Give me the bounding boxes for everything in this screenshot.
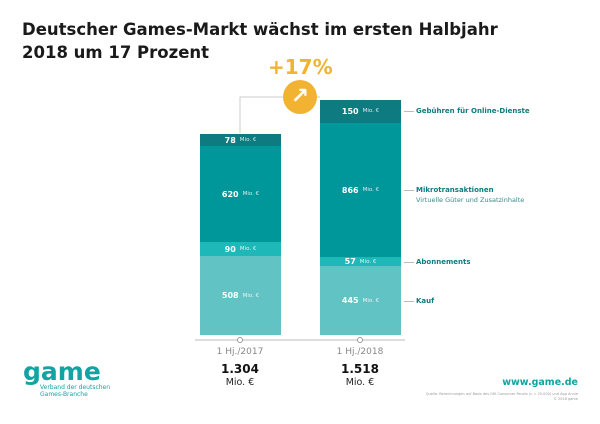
legend-kauf: Kauf — [416, 297, 434, 305]
data-label: 90 — [224, 244, 236, 254]
growth-label: +17% — [268, 55, 333, 79]
bar-segment-abonnements: 57 Mio. € — [320, 257, 401, 266]
legend-tick — [404, 300, 414, 302]
x-label-2018: 1 Hj./2018 — [336, 347, 384, 357]
data-label-unit: Mio. € — [362, 108, 380, 115]
bar-segment-geb-hren-f-r-online-dienste: 150 Mio. € — [320, 99, 401, 123]
data-label: 445 — [341, 296, 359, 305]
arrow-up-right-icon: ↗ — [283, 80, 317, 114]
legend-tick — [404, 111, 414, 113]
bar-segment-mikrotransaktionen: 620 Mio. € — [200, 146, 281, 243]
logo-subtitle: Verband der deutschen — [40, 384, 111, 391]
data-label: 78 — [224, 135, 236, 145]
total-unit-2017: Mio. € — [225, 377, 255, 388]
data-label: 150 — [341, 106, 359, 116]
legend-label: Gebühren für Online-Dienste — [416, 107, 530, 116]
legend-sublabel: Virtuelle Güter und Zusatzinhalte — [416, 196, 525, 205]
website-link[interactable]: www.game.de — [502, 377, 578, 388]
bar-segment-geb-hren-f-r-online-dienste: 78 Mio. € — [200, 134, 281, 147]
data-label-unit: Mio. € — [362, 297, 380, 304]
total-unit-2018: Mio. € — [345, 377, 375, 388]
bar-segment-abonnements: 90 Mio. € — [200, 242, 281, 257]
data-label: 508 — [221, 291, 239, 301]
logo-text: game — [23, 357, 101, 386]
data-label: 866 — [341, 185, 359, 195]
legend-geb-hren-f-r-online-dienste: Gebühren für Online-Dienste — [416, 107, 530, 115]
data-label-unit: Mio. € — [239, 246, 257, 253]
data-label: 57 — [344, 257, 356, 267]
logo: game Verband der deutschen Games-Branche — [23, 357, 111, 398]
logo-subtitle: Games-Branche — [40, 391, 88, 398]
legend-tick — [404, 190, 414, 192]
legend-tick — [404, 261, 414, 263]
legend-abonnements: Abonnements — [416, 258, 471, 266]
bar-segment-kauf: 508 Mio. € — [200, 256, 281, 335]
total-2017: 1.304 — [221, 362, 259, 376]
page-title: Deutscher Games-Markt wächst im ersten H… — [22, 20, 498, 62]
copyright: © 2018 game — [553, 397, 578, 401]
data-label-unit: Mio. € — [239, 137, 257, 144]
data-label: 620 — [221, 189, 239, 199]
legend-label: Kauf — [416, 296, 435, 305]
data-label-unit: Mio. € — [359, 258, 377, 265]
data-label-unit: Mio. € — [242, 191, 260, 198]
source-note: Quelle: Berechnungen auf Basis des GfK C… — [425, 392, 578, 396]
legend-label: Mikrotransaktionen — [416, 186, 494, 195]
x-label-2017: 1 Hj./2017 — [216, 347, 264, 357]
bar-segment-kauf: 445 Mio. € — [320, 266, 401, 335]
legend-mikrotransaktionen: Mikrotransaktionen Virtuelle Güter und Zu… — [416, 186, 524, 204]
data-label-unit: Mio. € — [362, 187, 380, 194]
total-2018: 1.518 — [341, 362, 379, 376]
legend-label: Abonnements — [416, 257, 471, 266]
data-label-unit: Mio. € — [242, 292, 260, 299]
bar-segment-mikrotransaktionen: 866 Mio. € — [320, 122, 401, 258]
